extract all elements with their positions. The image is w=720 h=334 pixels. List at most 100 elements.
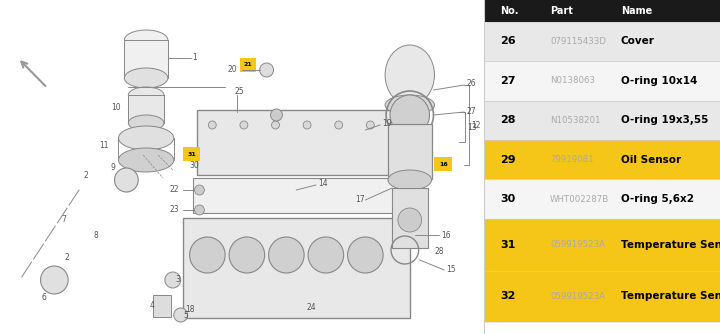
- Text: WHT002287B: WHT002287B: [550, 195, 609, 203]
- Bar: [197, 110, 395, 175]
- Text: 29: 29: [500, 155, 516, 165]
- Text: 79919081: 79919081: [550, 155, 593, 164]
- Text: 31: 31: [187, 153, 196, 158]
- Circle shape: [114, 168, 138, 192]
- Ellipse shape: [119, 148, 174, 172]
- Circle shape: [189, 237, 225, 273]
- Text: 16: 16: [441, 230, 451, 239]
- Text: 2: 2: [84, 170, 89, 179]
- Ellipse shape: [119, 126, 174, 150]
- Circle shape: [174, 308, 188, 322]
- Text: 18: 18: [186, 306, 195, 315]
- Text: O-ring 19x3,55: O-ring 19x3,55: [621, 115, 708, 125]
- Ellipse shape: [125, 68, 168, 88]
- Bar: [128, 95, 164, 123]
- Text: Oil Sensor: Oil Sensor: [621, 155, 681, 165]
- Circle shape: [208, 121, 216, 129]
- Text: 27: 27: [466, 107, 476, 116]
- Bar: [484, 0, 720, 22]
- Text: 19: 19: [382, 120, 392, 129]
- Text: 30: 30: [500, 194, 516, 204]
- Text: 24: 24: [306, 304, 316, 313]
- Bar: [388, 124, 431, 179]
- Ellipse shape: [385, 95, 434, 115]
- Text: 31: 31: [500, 240, 516, 249]
- Circle shape: [269, 237, 304, 273]
- Text: Name: Name: [621, 6, 652, 16]
- Bar: [484, 61, 720, 101]
- Text: 17: 17: [356, 195, 365, 204]
- Text: 13: 13: [467, 123, 477, 132]
- Circle shape: [194, 185, 204, 195]
- Bar: [125, 40, 168, 78]
- Circle shape: [271, 121, 279, 129]
- Bar: [434, 157, 452, 171]
- Circle shape: [229, 237, 265, 273]
- Text: N10538201: N10538201: [550, 116, 600, 125]
- Text: 12: 12: [471, 121, 480, 130]
- Circle shape: [194, 205, 204, 215]
- Text: 4: 4: [150, 302, 155, 311]
- Text: 14: 14: [318, 179, 328, 188]
- Text: Cover: Cover: [621, 36, 654, 46]
- Bar: [183, 218, 410, 318]
- Text: O-ring 10x14: O-ring 10x14: [621, 76, 697, 86]
- Text: 32: 32: [500, 292, 516, 301]
- Text: No.: No.: [500, 6, 519, 16]
- Bar: [392, 188, 428, 248]
- Circle shape: [303, 121, 311, 129]
- Circle shape: [40, 266, 68, 294]
- Text: 5: 5: [184, 311, 189, 320]
- Ellipse shape: [128, 115, 164, 131]
- Ellipse shape: [125, 30, 168, 50]
- Bar: [192, 178, 405, 213]
- Text: O-ring 5,6x2: O-ring 5,6x2: [621, 194, 694, 204]
- Text: 059919523A: 059919523A: [550, 240, 605, 249]
- Ellipse shape: [128, 87, 164, 103]
- Text: Temperature Sensor: Temperature Sensor: [621, 292, 720, 301]
- Text: 23: 23: [170, 205, 179, 214]
- Bar: [484, 219, 720, 271]
- Text: 7: 7: [61, 215, 66, 224]
- Text: 27: 27: [500, 76, 516, 86]
- Bar: [484, 271, 720, 322]
- Ellipse shape: [385, 45, 434, 105]
- Text: 26: 26: [466, 79, 476, 89]
- Text: 9: 9: [111, 164, 115, 172]
- Text: 21: 21: [243, 62, 252, 67]
- Text: 10: 10: [112, 103, 121, 112]
- Text: 059919523A: 059919523A: [550, 292, 605, 301]
- Text: 15: 15: [446, 265, 456, 274]
- Circle shape: [271, 109, 282, 121]
- Text: 25: 25: [234, 88, 243, 97]
- Circle shape: [335, 121, 343, 129]
- Text: 22: 22: [170, 185, 179, 194]
- Text: 1: 1: [192, 53, 197, 62]
- Text: 28: 28: [500, 115, 516, 125]
- Circle shape: [165, 272, 181, 288]
- Circle shape: [308, 237, 343, 273]
- Bar: [183, 147, 200, 161]
- Text: 28: 28: [434, 247, 444, 257]
- Text: 6: 6: [42, 294, 46, 303]
- Circle shape: [240, 121, 248, 129]
- Ellipse shape: [388, 170, 431, 190]
- Text: 20: 20: [227, 65, 237, 74]
- Bar: [484, 22, 720, 61]
- Bar: [484, 101, 720, 140]
- Circle shape: [366, 121, 374, 129]
- Text: Temperature Sensor: Temperature Sensor: [621, 240, 720, 249]
- Bar: [484, 179, 720, 219]
- Text: 2: 2: [64, 254, 69, 263]
- Bar: [153, 295, 171, 317]
- Text: 11: 11: [99, 142, 108, 151]
- Text: 30: 30: [189, 161, 199, 169]
- Circle shape: [348, 237, 383, 273]
- Bar: [240, 58, 256, 72]
- Text: 3: 3: [176, 276, 181, 285]
- Circle shape: [260, 63, 274, 77]
- Text: 26: 26: [500, 36, 516, 46]
- Text: N0138063: N0138063: [550, 76, 595, 85]
- Circle shape: [398, 208, 422, 232]
- Circle shape: [390, 95, 430, 135]
